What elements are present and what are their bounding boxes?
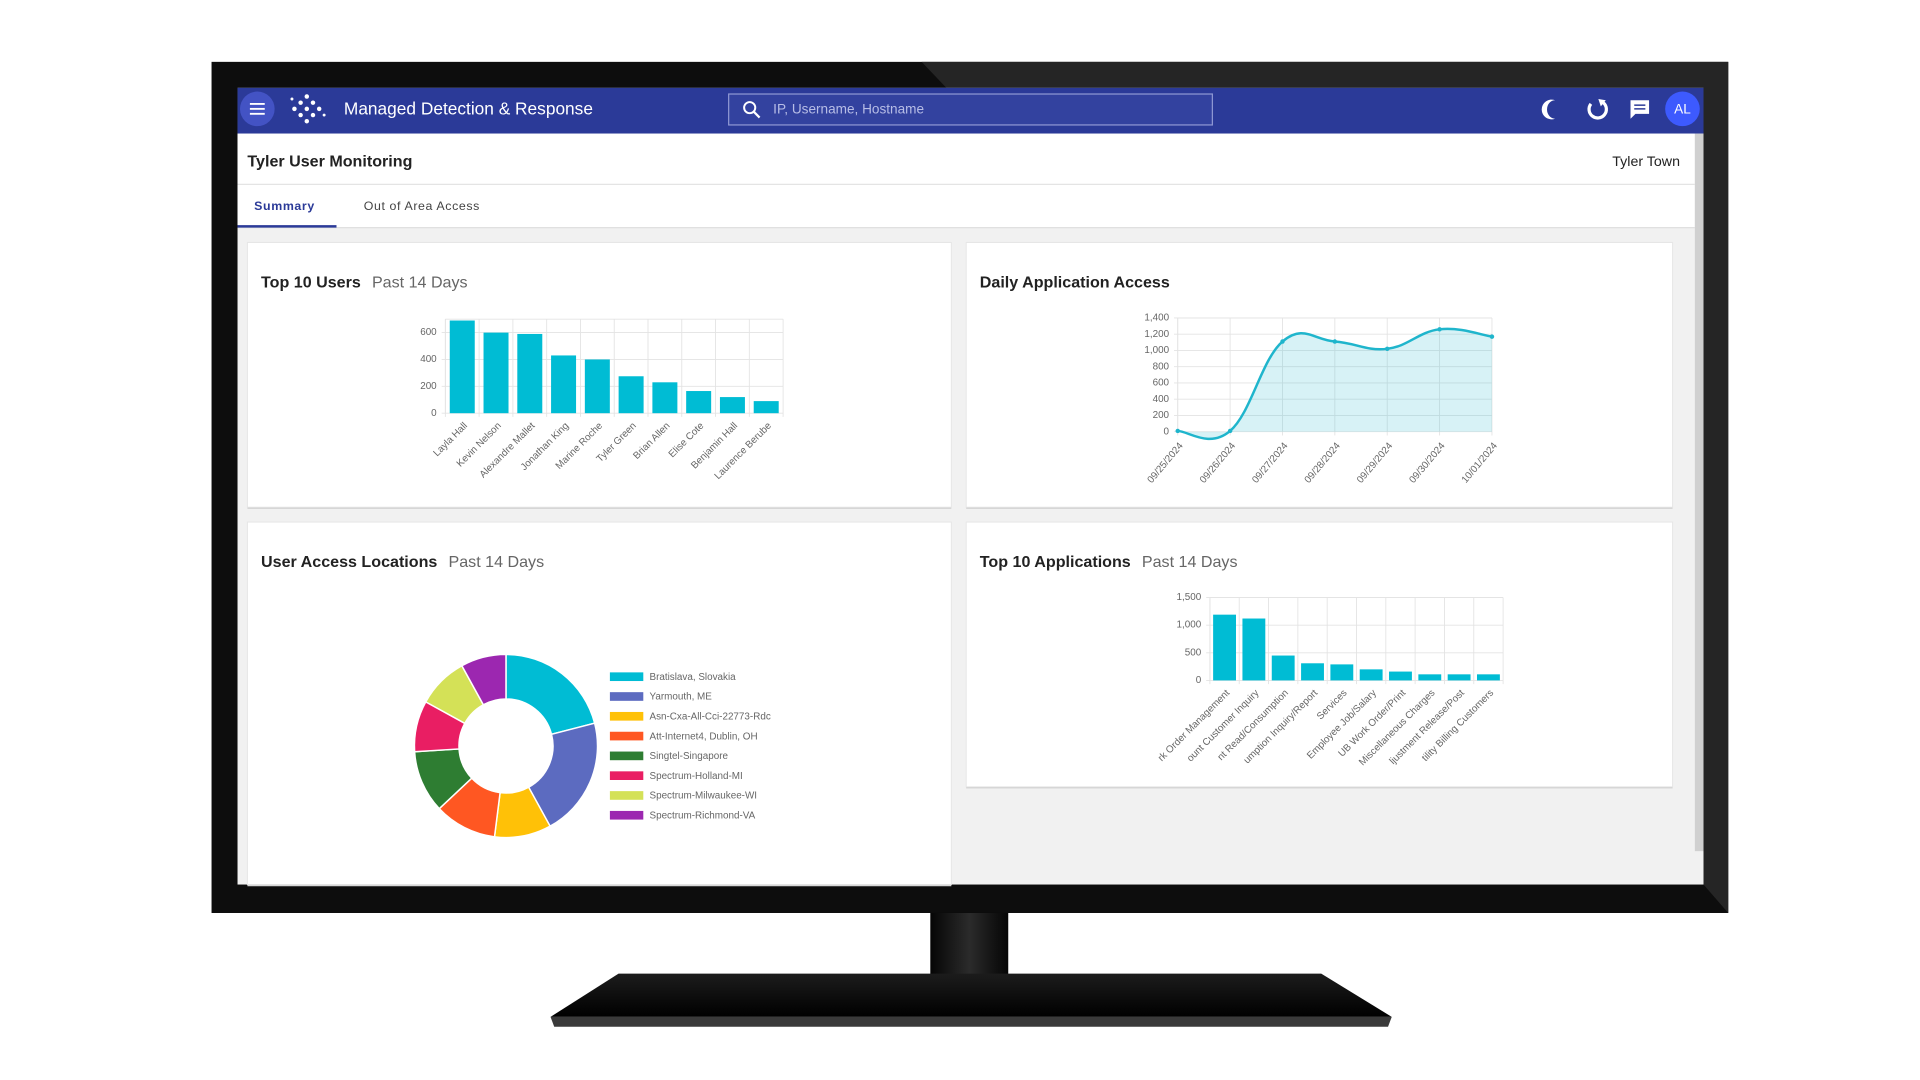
bar (1271, 655, 1295, 681)
y-tick-label: 200 (1153, 410, 1170, 421)
card-title: Daily Application Access (980, 274, 1170, 292)
bar (753, 401, 779, 414)
doughnut-segment (460, 653, 507, 706)
legend-label: Asn-Cxa-All-Cci-22773-Rdc (649, 712, 770, 723)
bar (449, 320, 475, 414)
legend-swatch (609, 692, 644, 701)
point (1437, 327, 1442, 332)
y-tick-label: 1,000 (1177, 620, 1202, 631)
y-tick-label: 200 (420, 381, 437, 392)
bar (1418, 674, 1442, 681)
legend-label: Bratislava, Slovakia (649, 672, 736, 683)
bar (1213, 614, 1236, 681)
card-title: Top 10 Users (261, 274, 361, 292)
legend-swatch (609, 731, 644, 741)
bar (1359, 669, 1383, 681)
search-icon-handle (752, 110, 761, 119)
bar (1242, 618, 1266, 681)
point (1280, 339, 1285, 344)
y-tick-label: 500 (1185, 647, 1202, 658)
refresh-icon[interactable] (1587, 101, 1608, 120)
card-subtitle: Past 14 Days (449, 553, 545, 571)
refresh-arrow (1598, 98, 1606, 107)
y-tick-label: 800 (1153, 361, 1170, 372)
avatar[interactable] (1665, 91, 1700, 127)
y-tick-label: 0 (1164, 426, 1170, 437)
point (1489, 334, 1495, 339)
bar (686, 391, 712, 414)
legend-swatch (609, 672, 644, 682)
panels: Top 10 Users Past 14 Days0200400600Layla … (246, 241, 1674, 887)
scrollbar[interactable] (1694, 133, 1704, 852)
bar (551, 355, 577, 414)
y-tick-label: 400 (1153, 394, 1170, 405)
bar (1447, 674, 1471, 681)
stand-base (550, 973, 1392, 1017)
bar (584, 359, 610, 414)
point (1227, 428, 1233, 434)
y-tick-label: 600 (420, 327, 437, 338)
doughnut-segment (505, 653, 596, 736)
card-title: User Access Locations (261, 553, 437, 571)
legend-swatch (609, 791, 644, 800)
legend-label: Spectrum-Milwaukee-WI (649, 791, 757, 802)
card (246, 521, 952, 886)
card-title: Top 10 Applications (980, 553, 1131, 571)
bar (719, 397, 745, 414)
point (1175, 428, 1180, 434)
bar (618, 376, 644, 414)
bar (652, 382, 678, 414)
card-subtitle: Past 14 Days (372, 274, 468, 292)
page-title: Tyler User Monitoring (247, 152, 412, 170)
stand-neck (930, 910, 1009, 980)
point (1384, 346, 1390, 352)
y-tick-label: 600 (1153, 378, 1170, 389)
y-tick-label: 0 (1196, 675, 1202, 686)
y-tick-label: 1,400 (1144, 313, 1169, 324)
app-title: Managed Detection & Response (344, 99, 593, 119)
point (1332, 339, 1338, 344)
legend-swatch (609, 771, 644, 780)
legend-swatch (609, 711, 644, 721)
avatar-initials: AL (1674, 102, 1691, 117)
y-tick-label: 1,500 (1177, 592, 1202, 603)
y-tick-label: 1,200 (1144, 329, 1169, 340)
menu-icon (249, 102, 265, 115)
dark-mode-icon[interactable] (1541, 99, 1556, 120)
stand-edge (550, 1016, 1392, 1027)
search-icon (743, 101, 757, 115)
legend-label: Yarmouth, ME (649, 692, 712, 703)
bar (1301, 663, 1324, 681)
legend-label: Spectrum-Holland-MI (649, 771, 742, 782)
y-tick-label: 400 (420, 354, 437, 365)
organization: Tyler Town (1612, 154, 1680, 170)
chat-lines (1634, 104, 1646, 110)
y-tick-label: 0 (431, 408, 437, 419)
page-header (237, 133, 1695, 228)
bar (1389, 671, 1412, 681)
bar (1476, 674, 1500, 681)
legend-label: Spectrum-Richmond-VA (649, 810, 755, 821)
bar (1330, 664, 1354, 681)
card (965, 521, 1674, 788)
tab[interactable]: Out of Area Access (364, 199, 480, 213)
card (965, 241, 1674, 508)
search-placeholder: IP, Username, Hostname (773, 102, 924, 117)
tab-active[interactable]: Summary (254, 199, 315, 213)
doughnut-segment (527, 722, 599, 828)
y-tick-label: 1,000 (1144, 345, 1169, 356)
area (1177, 328, 1492, 439)
search-box[interactable] (728, 93, 1213, 126)
legend-label: Att-Internet4, Dublin, OH (649, 731, 757, 742)
card-subtitle: Past 14 Days (1142, 553, 1238, 571)
legend-swatch (609, 751, 644, 761)
logo[interactable] (290, 94, 326, 124)
legend-label: Singtel-Singapore (649, 751, 728, 762)
bar (483, 332, 509, 414)
legend-swatch (609, 810, 644, 820)
bar (517, 333, 543, 414)
